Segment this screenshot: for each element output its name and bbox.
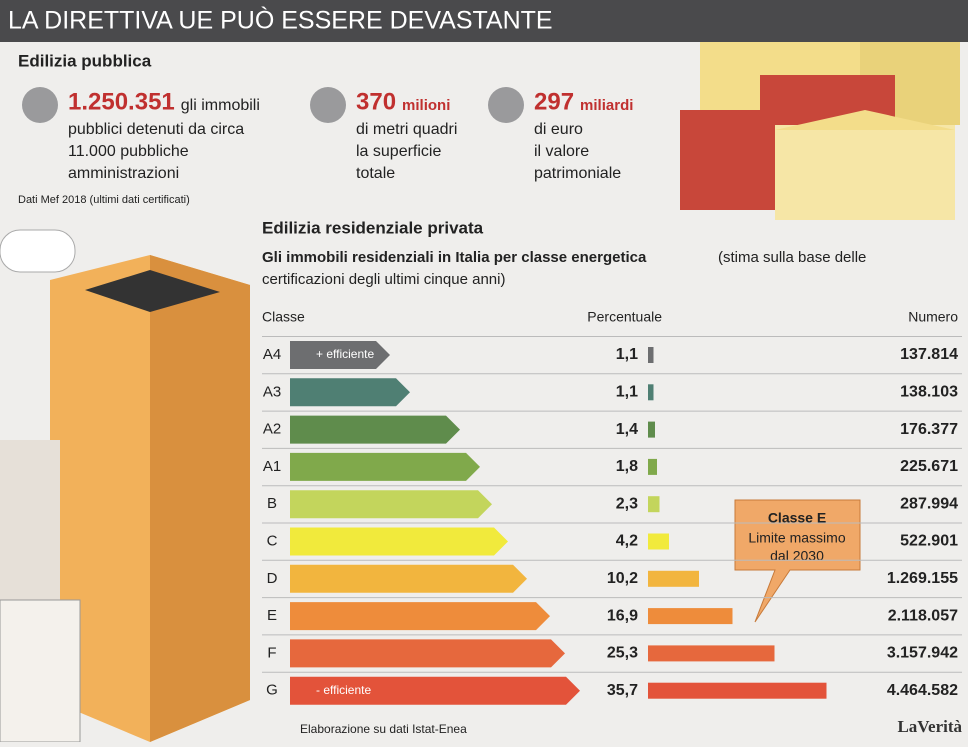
percent-bar: [648, 645, 775, 662]
percent-label: 10,2: [607, 570, 638, 587]
number-label: 176.377: [900, 421, 958, 438]
stat-number: 1.250.351: [68, 88, 175, 115]
energy-arrow: [290, 341, 390, 369]
energy-arrow: [290, 564, 527, 593]
number-label: 1.269.155: [887, 570, 958, 587]
number-label: 3.157.942: [887, 645, 958, 662]
percent-bar: [648, 458, 657, 475]
number-label: 225.671: [900, 458, 958, 475]
stat-text: di metri quadri: [356, 121, 457, 138]
stat-number: 370: [356, 88, 396, 115]
stat-unit: milioni: [402, 97, 450, 114]
energy-arrow: [290, 527, 508, 556]
class-label: C: [267, 532, 278, 549]
class-label: A1: [263, 458, 281, 475]
class-label: A4: [263, 346, 281, 363]
percent-label: 2,3: [616, 495, 638, 512]
energy-arrow: [290, 639, 565, 668]
number-label: 522.901: [900, 533, 958, 550]
number-label: 287.994: [900, 495, 958, 512]
energy-arrow: [290, 452, 480, 481]
stat-icon: [310, 87, 346, 123]
callout-title: Classe E: [768, 510, 826, 526]
stat-text: totale: [356, 165, 395, 182]
number-label: 137.814: [900, 346, 958, 363]
class-label: A3: [263, 383, 281, 400]
energy-arrow: [290, 378, 410, 407]
callout-text: dal 2030: [770, 548, 824, 564]
percent-label: 16,9: [607, 607, 638, 624]
stat-text: il valore: [534, 143, 589, 160]
buildings-illustration: [0, 10, 960, 743]
chart-title: Edilizia residenziale privata: [262, 218, 484, 237]
percent-label: 35,7: [607, 682, 638, 699]
stat-text: amministrazioni: [68, 165, 179, 182]
energy-arrow: [290, 490, 492, 519]
stat-text: pubblici detenuti da circa: [68, 121, 244, 138]
column-header: Classe: [262, 309, 305, 325]
stat-icon: [22, 87, 58, 123]
stat-icon: [488, 87, 524, 123]
chart-subtitle: Gli immobili residenziali in Italia per …: [262, 249, 647, 266]
percent-label: 25,3: [607, 645, 638, 662]
energy-arrow: [290, 602, 550, 631]
percent-bar: [648, 496, 660, 513]
percent-bar: [648, 533, 669, 550]
percent-label: 1,4: [616, 421, 638, 438]
source: Dati Mef 2018 (ultimi dati certificati): [18, 194, 190, 206]
chart-subtitle: (stima sulla base delle: [718, 249, 866, 266]
number-label: 2.118.057: [888, 607, 958, 624]
chart-subtitle: certificazioni degli ultimi cinque anni): [262, 271, 505, 288]
class-label: D: [267, 570, 278, 587]
class-label: E: [267, 607, 277, 624]
stat-text: di euro: [534, 121, 583, 138]
percent-label: 1,8: [616, 458, 638, 475]
class-label: B: [267, 495, 277, 512]
stat-unit: gli immobili: [181, 97, 260, 114]
class-label: G: [266, 682, 278, 699]
column-header: Numero: [908, 309, 958, 325]
percent-bar: [648, 384, 654, 401]
callout: [734, 499, 861, 623]
percent-bar: [648, 570, 699, 587]
callout-text: Limite massimo: [748, 530, 845, 546]
class-label: F: [267, 644, 276, 661]
stat-text: 11.000 pubbliche: [68, 143, 189, 160]
stat-text: la superficie: [356, 143, 441, 160]
percent-bar: [648, 421, 655, 438]
percent-label: 1,1: [616, 346, 638, 363]
energy-arrow: [290, 415, 460, 444]
arrow-annotation: + efficiente: [316, 347, 374, 361]
column-header: Percentuale: [587, 309, 662, 325]
stat-unit: miliardi: [580, 97, 633, 114]
energy-arrow: [290, 676, 580, 705]
page-title: LA DIRETTIVA UE PUÒ ESSERE DEVASTANTE: [8, 6, 553, 35]
class-label: A2: [263, 421, 281, 438]
percent-bar: [648, 682, 827, 699]
percent-label: 1,1: [616, 384, 638, 401]
number-label: 138.103: [900, 384, 958, 401]
percent-bar: [648, 347, 654, 363]
stat-number: 297: [534, 88, 574, 115]
percent-label: 4,2: [616, 533, 638, 550]
section-title: Edilizia pubblica: [18, 51, 152, 70]
percent-bar: [648, 608, 733, 625]
number-label: 4.464.582: [887, 682, 958, 699]
title-bar: [0, 0, 968, 42]
chart-source: Elaborazione su dati Istat-Enea: [300, 722, 467, 736]
arrow-annotation: - efficiente: [316, 683, 371, 697]
stat-text: patrimoniale: [534, 165, 621, 182]
logo: LaVerità: [897, 717, 962, 736]
